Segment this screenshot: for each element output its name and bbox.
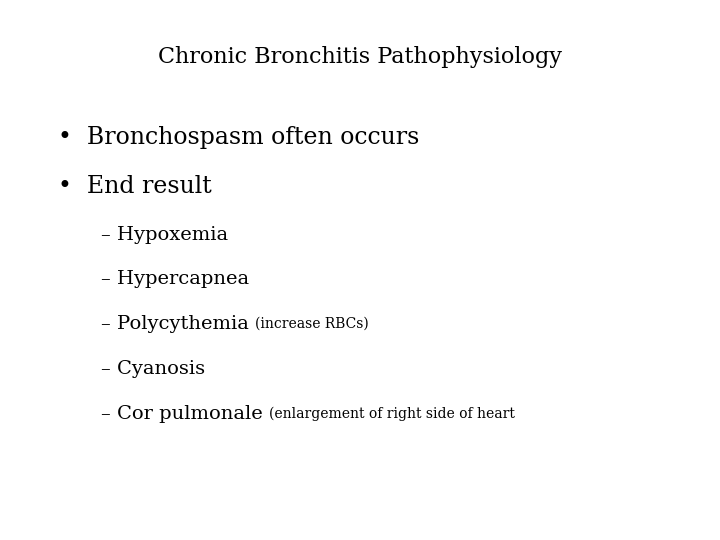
Text: – Hypercapnea: – Hypercapnea bbox=[101, 270, 249, 288]
Text: – Cor pulmonale: – Cor pulmonale bbox=[101, 405, 263, 423]
Text: (increase RBCs): (increase RBCs) bbox=[255, 317, 369, 331]
Text: •  Bronchospasm often occurs: • Bronchospasm often occurs bbox=[58, 126, 419, 149]
Text: – Hypoxemia: – Hypoxemia bbox=[101, 226, 228, 244]
Text: (enlargement of right side of heart: (enlargement of right side of heart bbox=[269, 407, 514, 421]
Text: – Polycythemia: – Polycythemia bbox=[101, 315, 248, 333]
Text: Chronic Bronchitis Pathophysiology: Chronic Bronchitis Pathophysiology bbox=[158, 46, 562, 68]
Text: •  End result: • End result bbox=[58, 175, 212, 198]
Text: – Cyanosis: – Cyanosis bbox=[101, 360, 205, 378]
